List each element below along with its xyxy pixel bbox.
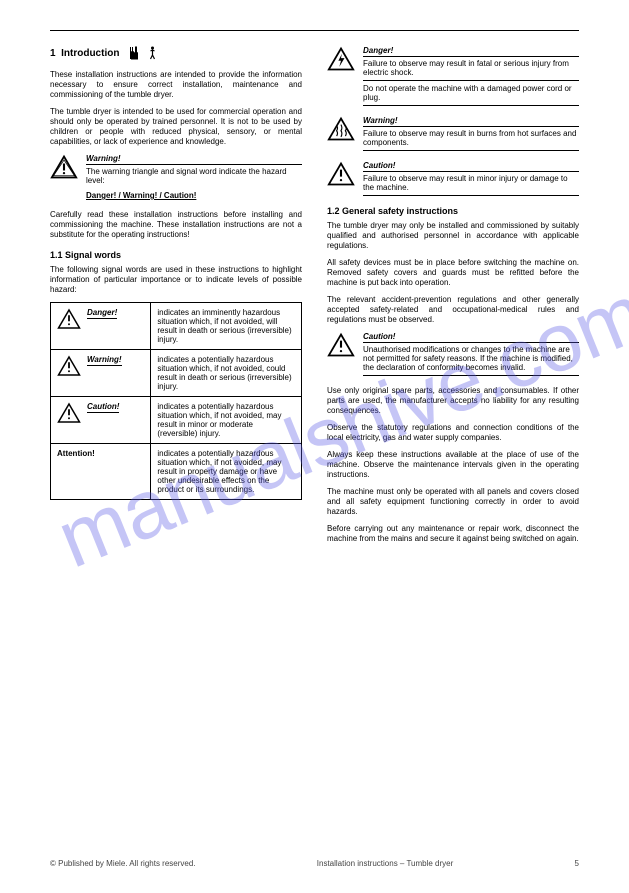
wrench-icon <box>128 46 139 62</box>
section-title-text: Introduction <box>61 48 119 59</box>
footer-right: 5 <box>575 859 579 868</box>
header-rule <box>50 30 579 31</box>
person-icon <box>147 46 158 62</box>
right-column: Danger! Failure to observe may result in… <box>327 46 579 551</box>
warn-heading: Caution! <box>363 332 579 343</box>
left-warning-block: Warning! The warning triangle and signal… <box>50 154 302 200</box>
intro-para-1: These installation instructions are inte… <box>50 70 302 100</box>
warn-body: Failure to observe may result in minor i… <box>363 174 579 192</box>
safety-p7: The machine must only be operated with a… <box>327 487 579 517</box>
table-row: Caution! indicates a potentially hazardo… <box>51 397 302 444</box>
page-footer: © Published by Miele. All rights reserve… <box>50 859 579 868</box>
electric-icon <box>327 46 355 106</box>
safety-p6: Always keep these instructions available… <box>327 450 579 480</box>
warn-heading: Danger! <box>363 46 579 57</box>
warning-triangle-icon <box>57 355 81 379</box>
warn-body-2: Do not operate the machine with a damage… <box>363 84 579 102</box>
warn-heading: Caution! <box>363 161 579 172</box>
caution-block: Caution! Failure to observe may result i… <box>327 161 579 196</box>
warn-body: Failure to observe may result in burns f… <box>363 129 579 147</box>
signal-desc: indicates a potentially hazardous situat… <box>151 397 302 444</box>
signal-words-heading: 1.1 Signal words <box>50 250 302 260</box>
safety-caution-block: Caution! Unauthorised modifications or c… <box>327 332 579 376</box>
danger-electric-block: Danger! Failure to observe may result in… <box>327 46 579 106</box>
warn-body: Failure to observe may result in fatal o… <box>363 59 579 77</box>
hot-surface-icon <box>327 116 355 151</box>
signal-desc: indicates a potentially hazardous situat… <box>151 350 302 397</box>
table-row: Danger! indicates an imminently hazardou… <box>51 303 302 350</box>
safety-p8: Before carrying out any maintenance or r… <box>327 524 579 544</box>
signal-label: Caution! <box>87 402 119 413</box>
warn-body: Unauthorised modifications or changes to… <box>363 345 579 372</box>
signal-intro: The following signal words are used in t… <box>50 265 302 295</box>
section-title: 1 Introduction <box>50 48 122 59</box>
warn-heading: Warning! <box>363 116 579 127</box>
footer-center: Installation instructions – Tumble dryer <box>317 859 454 868</box>
intro-para-3: Carefully read these installation instru… <box>50 210 302 240</box>
warn-body: The warning triangle and signal word ind… <box>86 167 302 185</box>
warning-triangle-icon <box>327 332 355 376</box>
safety-p2: All safety devices must be in place befo… <box>327 258 579 288</box>
warn-levels: Danger! / Warning! / Caution! <box>86 191 302 200</box>
signal-desc: indicates an imminently hazardous situat… <box>151 303 302 350</box>
intro-para-2: The tumble dryer is intended to be used … <box>50 107 302 147</box>
safety-p5: Observe the statutory regulations and co… <box>327 423 579 443</box>
footer-left: © Published by Miele. All rights reserve… <box>50 859 196 868</box>
safety-p3: The relevant accident-prevention regulat… <box>327 295 579 325</box>
warning-triangle-icon <box>50 154 78 200</box>
warning-triangle-icon <box>57 308 81 332</box>
signal-words-table: Danger! indicates an imminently hazardou… <box>50 302 302 500</box>
signal-desc: indicates a potentially hazardous situat… <box>151 444 302 500</box>
warning-hot-block: Warning! Failure to observe may result i… <box>327 116 579 151</box>
table-row: Warning! indicates a potentially hazardo… <box>51 350 302 397</box>
section-number: 1 <box>50 48 56 59</box>
warning-triangle-icon <box>57 402 81 426</box>
signal-label: Attention! <box>57 449 95 459</box>
signal-label: Warning! <box>87 355 122 366</box>
warn-heading: Warning! <box>86 154 302 165</box>
safety-heading: 1.2 General safety instructions <box>327 206 579 216</box>
left-column: 1 Introduction These installation instru… <box>50 46 302 551</box>
safety-p1: The tumble dryer may only be installed a… <box>327 221 579 251</box>
signal-label: Danger! <box>87 308 117 319</box>
safety-p4: Use only original spare parts, accessori… <box>327 386 579 416</box>
table-row: Attention! indicates a potentially hazar… <box>51 444 302 500</box>
warning-triangle-icon <box>327 161 355 196</box>
